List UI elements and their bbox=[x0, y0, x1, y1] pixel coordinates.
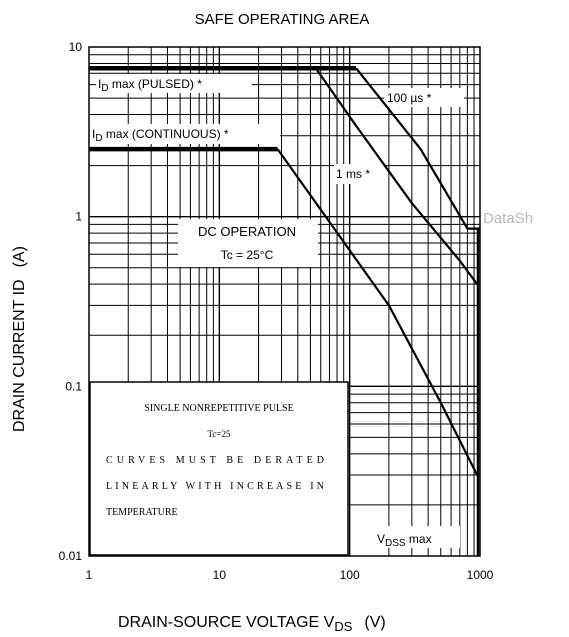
annotations: ID max (PULSED) * ID max (CONTINUOUS) * 10… bbox=[92, 77, 533, 549]
curve-4 bbox=[276, 148, 479, 476]
label-id-max-continuous: ID max (CONTINUOUS) * bbox=[92, 127, 229, 144]
note-line-4: LINEARLY WITH INCREASE IN bbox=[106, 481, 324, 492]
label-1ms: 1 ms * bbox=[336, 167, 370, 181]
label-100us: 100 µs * bbox=[387, 91, 432, 105]
label-id-max-pulsed: ID max (PULSED) * bbox=[98, 77, 202, 94]
notes-box bbox=[89, 381, 349, 556]
y-tick-label: 1 bbox=[75, 210, 82, 224]
label-mask bbox=[374, 526, 460, 548]
label-mask bbox=[178, 219, 318, 267]
plot-frame bbox=[88, 46, 481, 557]
label-mask bbox=[384, 88, 464, 107]
label-mask bbox=[90, 124, 280, 144]
curve-2 bbox=[314, 67, 478, 285]
x-tick-label: 1 bbox=[86, 568, 93, 582]
label-mask bbox=[334, 164, 384, 184]
label-dc-temp: Tc = 25°C bbox=[221, 248, 274, 262]
chart-title: SAFE OPERATING AREA bbox=[195, 11, 370, 28]
x-tick-label: 10 bbox=[213, 568, 227, 582]
axis-labels: DRAIN-SOURCE VOLTAGE VDS (V) DRAIN CURRENT… bbox=[11, 246, 386, 634]
grid bbox=[89, 47, 480, 556]
y-tick-label: 10 bbox=[69, 40, 83, 54]
label-mask bbox=[96, 74, 252, 93]
note-line-2: Tc=25 bbox=[208, 429, 231, 439]
note-line-5: TEMPERATURE bbox=[106, 507, 178, 518]
note-line-1: SINGLE NONREPETITIVE PULSE bbox=[144, 403, 293, 414]
y-tick-label: 0.01 bbox=[59, 549, 83, 563]
label-dc-operation: DC OPERATION bbox=[198, 224, 296, 239]
curves bbox=[89, 65, 480, 556]
x-tick-label: 100 bbox=[340, 568, 360, 582]
watermark-text: DataSh bbox=[483, 210, 533, 227]
label-vdss-max: VDSS max bbox=[377, 532, 432, 549]
curve-1 bbox=[355, 67, 480, 230]
x-tick-label: 1000 bbox=[467, 568, 494, 582]
tick-labels: 1 10 100 1000 0.01 0.1 1 10 bbox=[59, 40, 494, 582]
y-tick-label: 0.1 bbox=[65, 379, 82, 393]
y-axis-label: DRAIN CURRENT ID(A) bbox=[11, 246, 28, 432]
x-axis-label: DRAIN-SOURCE VOLTAGE VDS (V) bbox=[118, 614, 386, 634]
note-line-3: CURVES MUST BE DERATED bbox=[106, 455, 324, 466]
